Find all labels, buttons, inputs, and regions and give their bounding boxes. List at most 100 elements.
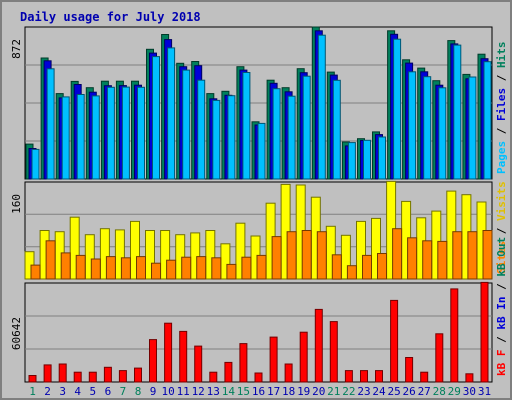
x-tick-label-day-3: 3 <box>59 385 66 398</box>
x-tick-label-day-14: 14 <box>222 385 236 398</box>
x-tick-label-day-8: 8 <box>135 385 142 398</box>
bar-pages-day-15 <box>242 72 251 180</box>
x-tick-label-day-10: 10 <box>161 385 174 398</box>
legend-separator: / <box>495 277 508 297</box>
x-tick-label-day-9: 9 <box>150 385 157 398</box>
x-tick-label-day-4: 4 <box>74 385 81 398</box>
chart-title: Daily usage for July 2018 <box>20 10 201 24</box>
bar-visits-day-7 <box>114 229 125 280</box>
bar-sites-day-24 <box>377 253 387 280</box>
bar-pages-day-26 <box>408 71 417 180</box>
x-tick-label-day-29: 29 <box>448 385 461 398</box>
legend-hits-files-pages: Pages / Files / Hits <box>495 42 508 175</box>
bar-visits-day-10 <box>160 230 171 280</box>
bar-pages-day-29 <box>453 44 462 180</box>
x-tick-label-day-2: 2 <box>44 385 51 398</box>
x-tick-label-day-20: 20 <box>312 385 325 398</box>
bar-kbytes-day-19 <box>299 331 308 383</box>
x-tick-label-day-21: 21 <box>327 385 340 398</box>
bar-sites-day-13 <box>211 257 222 280</box>
x-tick-label-day-18: 18 <box>282 385 295 398</box>
y-max-label-hits-files-pages: 872 <box>10 39 23 59</box>
legend-separator: / <box>495 330 508 350</box>
bar-pages-day-6 <box>106 86 115 180</box>
bar-kbytes-day-16 <box>254 372 263 383</box>
bar-pages-day-22 <box>347 142 356 180</box>
bar-kbytes-day-31 <box>480 281 489 383</box>
bar-kbytes-day-15 <box>239 343 248 383</box>
bar-pages-day-18 <box>287 95 296 180</box>
legend-entry-files: Files <box>495 88 508 121</box>
bar-sites-day-2 <box>45 240 56 280</box>
bar-pages-day-31 <box>483 61 492 180</box>
legend-visits-sites: Sites / Visits <box>495 181 508 274</box>
bar-sites-day-18 <box>286 231 297 280</box>
bar-sites-day-14 <box>226 263 237 280</box>
bar-kbytes-day-13 <box>209 371 218 383</box>
x-tick-label-day-15: 15 <box>237 385 250 398</box>
bar-visits-day-6 <box>99 228 110 280</box>
bar-sites-day-19 <box>301 230 312 280</box>
bar-sites-day-6 <box>105 256 116 280</box>
legend-entry-visits: Visits <box>495 181 508 221</box>
bar-sites-day-31 <box>482 230 493 280</box>
bar-kbytes-day-4 <box>73 371 82 383</box>
bar-pages-day-14 <box>227 95 236 180</box>
bar-sites-day-5 <box>90 258 101 280</box>
bar-kbytes-day-22 <box>344 370 353 383</box>
bar-sites-day-30 <box>467 231 478 280</box>
bar-pages-day-16 <box>257 122 266 180</box>
x-tick-label-day-25: 25 <box>387 385 400 398</box>
bar-sites-day-8 <box>136 256 146 280</box>
bar-visits-day-23 <box>356 220 366 280</box>
bar-kbytes-day-28 <box>435 333 444 383</box>
bar-pages-day-20 <box>317 34 326 180</box>
x-tick-label-day-6: 6 <box>105 385 112 398</box>
bar-kbytes-day-17 <box>269 336 278 383</box>
bar-pages-day-7 <box>121 86 130 180</box>
legend-kbytes: kB F / kB In / kB Out <box>495 237 508 376</box>
bar-sites-day-11 <box>181 256 192 280</box>
x-tick-label-day-17: 17 <box>267 385 280 398</box>
bar-sites-day-7 <box>120 257 131 280</box>
x-tick-label-day-19: 19 <box>297 385 310 398</box>
bar-sites-day-23 <box>362 254 372 280</box>
x-tick-label-day-16: 16 <box>252 385 265 398</box>
x-tick-label-day-7: 7 <box>120 385 127 398</box>
bar-kbytes-day-3 <box>58 363 67 383</box>
bar-kbytes-day-24 <box>375 370 383 383</box>
bar-pages-day-13 <box>212 99 221 180</box>
bar-sites-day-28 <box>437 240 448 280</box>
bar-visits-day-13 <box>205 230 216 280</box>
x-tick-label-day-28: 28 <box>433 385 446 398</box>
bar-kbytes-day-21 <box>329 321 338 383</box>
x-tick-label-day-12: 12 <box>192 385 205 398</box>
bar-sites-day-22 <box>346 265 357 280</box>
bar-pages-day-27 <box>423 76 432 180</box>
bar-sites-day-20 <box>316 231 327 280</box>
x-tick-label-day-22: 22 <box>342 385 355 398</box>
bar-sites-day-26 <box>407 237 418 280</box>
bar-kbytes-day-10 <box>164 322 173 383</box>
bar-pages-day-2 <box>46 68 55 180</box>
bar-pages-day-9 <box>152 56 160 180</box>
bar-kbytes-day-7 <box>118 370 127 383</box>
x-tick-label-day-13: 13 <box>207 385 220 398</box>
bar-sites-day-9 <box>151 262 161 280</box>
legend-entry-kb-in: kB In <box>495 297 508 330</box>
bar-kbytes-day-18 <box>284 363 293 383</box>
legend-entry-kb-f: kB F <box>495 350 508 377</box>
bar-sites-day-12 <box>196 256 207 280</box>
bar-kbytes-day-30 <box>465 373 474 383</box>
bar-pages-day-3 <box>61 96 70 180</box>
bar-pages-day-5 <box>91 95 100 180</box>
bar-pages-day-21 <box>332 79 341 180</box>
x-tick-label-day-27: 27 <box>418 385 431 398</box>
x-tick-label-day-24: 24 <box>372 385 386 398</box>
bar-visits-day-12 <box>190 232 201 280</box>
bar-pages-day-19 <box>302 75 311 180</box>
bar-sites-day-3 <box>60 252 71 280</box>
bar-kbytes-day-20 <box>314 308 323 383</box>
